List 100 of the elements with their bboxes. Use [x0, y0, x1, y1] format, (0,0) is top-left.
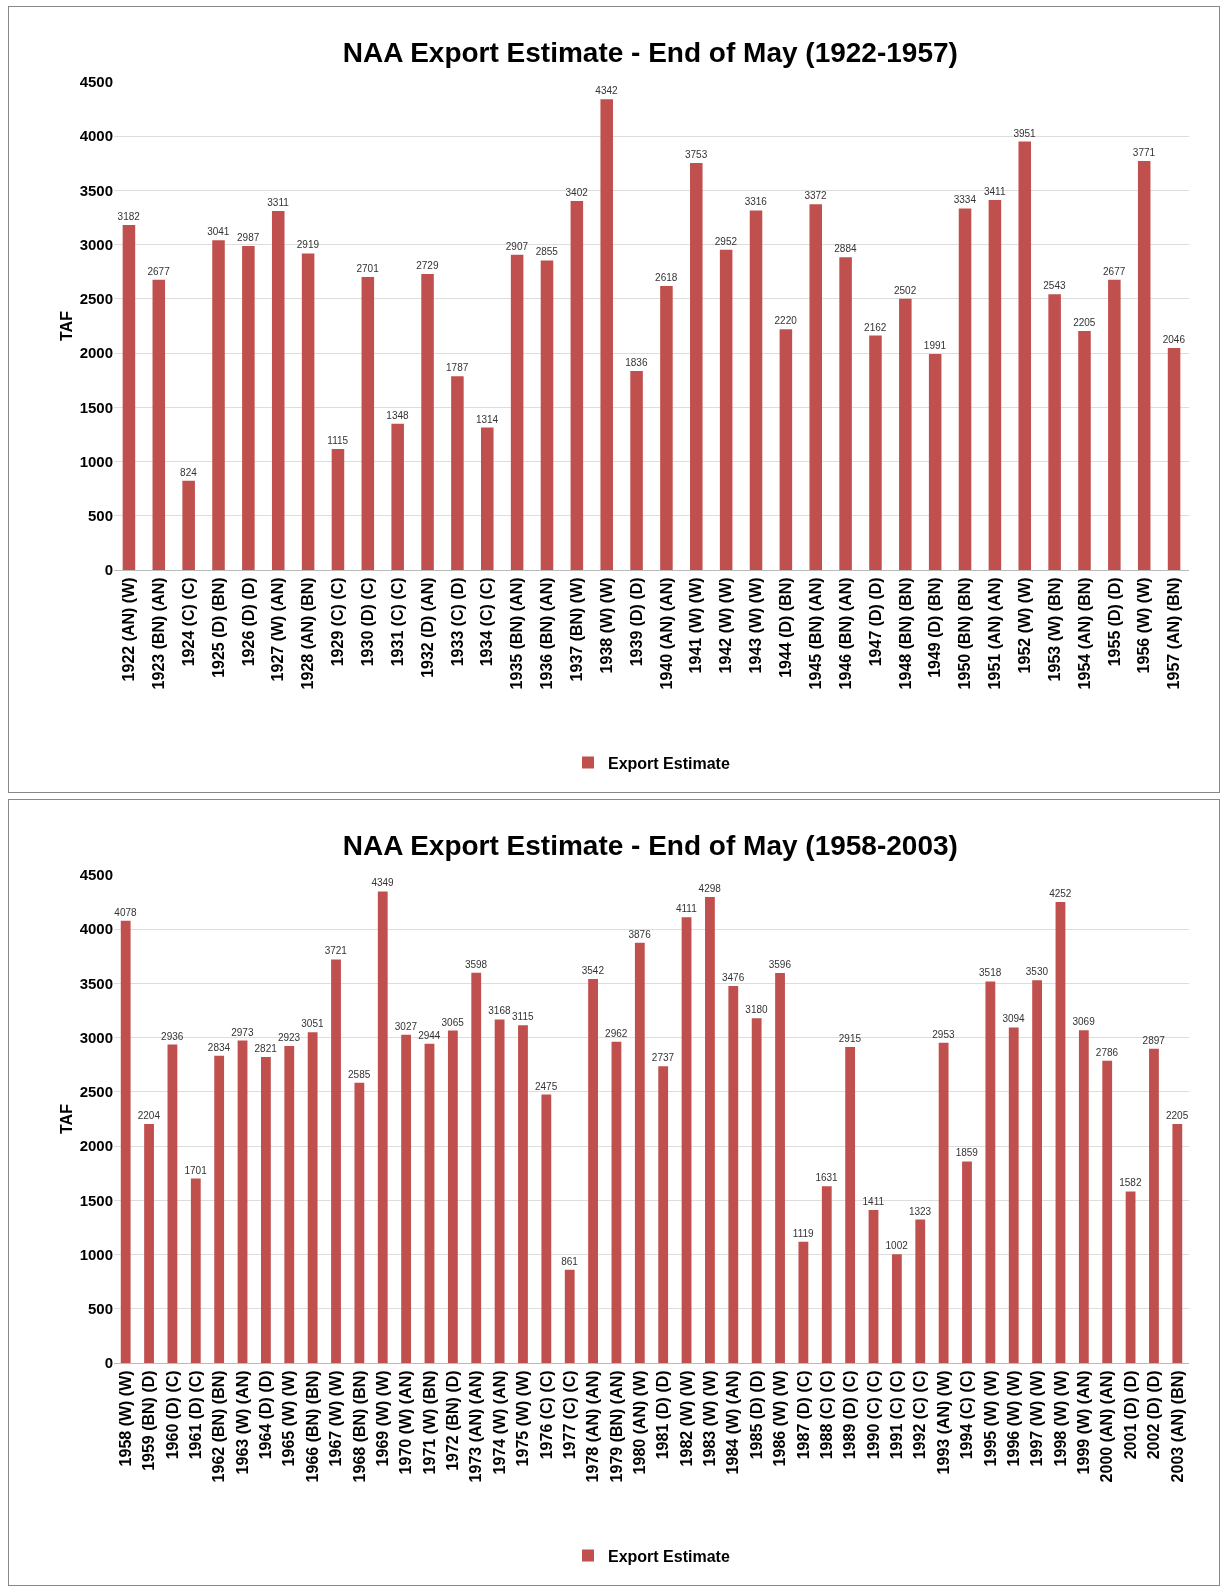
data-label: 1323 [908, 1205, 932, 1217]
x-tick-label: 1937 (BN) (W) [568, 577, 586, 682]
x-tick-label: 1962 (BN) (BN) [210, 1370, 228, 1483]
x-tick-label: 1988 (C) (C) [817, 1370, 835, 1460]
data-label: 3115 [512, 1011, 534, 1023]
data-label: 2962 [605, 1027, 628, 1039]
bar [447, 1030, 458, 1363]
y-tick-label: 4000 [79, 920, 113, 938]
x-tick-label: 1970 (W) (AN) [397, 1370, 415, 1475]
bar [401, 1034, 412, 1363]
x-tick-label: 1948 (BN) (BN) [896, 577, 914, 690]
x-tick-label: 1966 (BN) (BN) [303, 1370, 321, 1483]
x-tick-label: 1931 (C) (C) [388, 577, 406, 667]
y-tick-label: 3000 [79, 235, 113, 253]
x-tick-label: 1951 (AN) (AN) [986, 577, 1004, 690]
bar [634, 942, 645, 1363]
x-tick-label: 1945 (BN) (AN) [806, 577, 824, 690]
y-tick-label: 2500 [79, 290, 113, 308]
data-label: 3041 [207, 226, 230, 238]
x-tick-label: 1925 (D) (BN) [209, 577, 227, 678]
x-tick-label: 1942 (W) (W) [717, 577, 735, 674]
bar [958, 208, 972, 570]
bar [1078, 1030, 1089, 1363]
x-tick-label: 1979 (BN) (AN) [607, 1370, 625, 1483]
bar [1018, 141, 1032, 570]
data-label: 2953 [932, 1028, 955, 1040]
data-label: 3182 [117, 210, 141, 222]
x-tick-label: 1967 (W) (W) [327, 1370, 345, 1467]
data-label: 3951 [1013, 127, 1037, 139]
x-tick-label: 1999 (W) (AN) [1075, 1370, 1093, 1475]
data-label: 1002 [885, 1240, 909, 1252]
bar [915, 1219, 926, 1363]
bar [600, 99, 613, 570]
bar [1048, 294, 1061, 570]
x-tick-label: 1939 (D) (D) [627, 577, 645, 667]
bar [660, 286, 673, 570]
x-tick-label: 1957 (AN) (BN) [1165, 577, 1183, 690]
data-label: 1859 [955, 1147, 979, 1159]
y-tick-label: 2500 [79, 1083, 113, 1101]
data-label: 1991 [923, 340, 947, 352]
bar [1078, 330, 1091, 570]
y-tick-label: 1000 [79, 452, 113, 470]
y-tick-label: 0 [104, 1354, 113, 1372]
bar [510, 254, 524, 570]
y-tick-label: 4500 [79, 866, 113, 884]
chart-title: NAA Export Estimate - End of May (1958-2003) [342, 829, 958, 861]
x-tick-label: 1980 (AN) (W) [631, 1370, 649, 1475]
x-tick-label: 2000 (AN) (AN) [1098, 1370, 1116, 1483]
data-label: 3721 [324, 945, 348, 957]
bar [152, 279, 166, 570]
x-tick-label: 1983 (W) (W) [701, 1370, 719, 1467]
bar [182, 480, 195, 570]
bar [541, 1094, 552, 1363]
x-tick-label: 1978 (AN) (AN) [584, 1370, 602, 1483]
data-label: 861 [561, 1255, 579, 1267]
x-tick-label: 1926 (D) (D) [239, 577, 257, 667]
data-label: 4111 [675, 903, 698, 915]
x-tick-label: 1963 (W) (AN) [233, 1370, 251, 1475]
data-label: 3476 [721, 972, 745, 984]
x-tick-label: 1956 (W) (W) [1135, 577, 1153, 674]
bar [212, 240, 225, 570]
x-tick-label: 1974 (W) (AN) [490, 1370, 508, 1475]
data-label: 2987 [237, 232, 260, 244]
data-label: 2205 [1073, 316, 1096, 328]
data-label: 3402 [565, 187, 589, 199]
bar [1167, 348, 1181, 570]
y-axis-title: TAF [58, 310, 75, 341]
x-tick-label: 1924 (C) (C) [179, 577, 197, 667]
x-tick-label: 1950 (BN) (BN) [956, 577, 974, 690]
x-tick-label: 1941 (W) (W) [687, 577, 705, 674]
bar [588, 978, 598, 1363]
bar [451, 376, 464, 570]
x-tick-label: 1923 (BN) (AN) [149, 577, 167, 690]
data-label: 3542 [581, 964, 605, 976]
x-tick-label: 1972 (BN) (D) [444, 1370, 462, 1471]
y-tick-label: 1000 [79, 1245, 113, 1263]
x-tick-label: 1991 (C) (C) [888, 1370, 906, 1460]
y-tick-label: 2000 [79, 1137, 113, 1155]
x-tick-label: 2003 (AN) (BN) [1168, 1370, 1186, 1483]
x-tick-label: 1944 (D) (BN) [777, 577, 795, 678]
bar [938, 1042, 949, 1363]
x-tick-label: 1955 (D) (D) [1105, 577, 1123, 667]
x-tick-label: 1990 (C) (C) [864, 1370, 882, 1460]
data-label: 2834 [207, 1041, 231, 1053]
bar [471, 972, 482, 1363]
bar [891, 1254, 902, 1363]
bar [1055, 901, 1066, 1363]
bar [570, 201, 584, 570]
y-tick-label: 4000 [79, 127, 113, 145]
bar [167, 1044, 178, 1363]
data-label: 4298 [698, 882, 722, 894]
x-tick-label: 1961 (D) (C) [186, 1370, 204, 1460]
bar [821, 1186, 832, 1363]
data-label: 2618 [655, 272, 678, 284]
x-tick-label: 1976 (C) (C) [537, 1370, 555, 1460]
data-label: 2821 [254, 1043, 278, 1055]
x-tick-label: 1973 (AN) (AN) [467, 1370, 485, 1483]
data-label: 3065 [441, 1016, 465, 1028]
data-label: 1631 [815, 1172, 839, 1184]
data-label: 1348 [386, 409, 410, 421]
